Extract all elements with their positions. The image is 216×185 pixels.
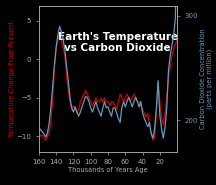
X-axis label: Thousands of Years Age: Thousands of Years Age [68,167,148,173]
Y-axis label: Temperature Change From Present: Temperature Change From Present [9,21,15,137]
Y-axis label: Carbon Dioxide Concentration
(parts per million): Carbon Dioxide Concentration (parts per … [200,28,213,129]
Text: Earth's Temperature
vs Carbon Dioxide: Earth's Temperature vs Carbon Dioxide [58,32,178,53]
